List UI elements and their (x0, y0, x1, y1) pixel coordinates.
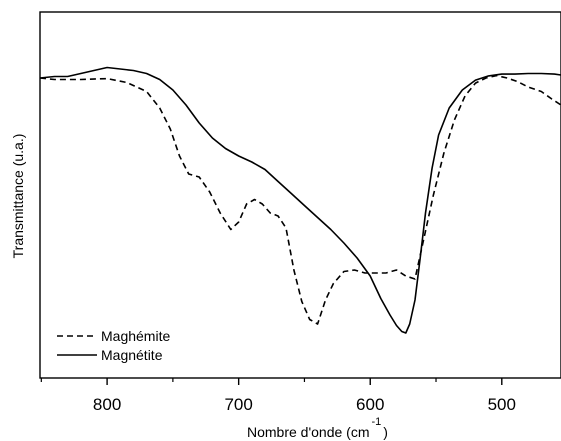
x-tick-label: 600 (356, 395, 384, 414)
legend-label-maghemite: Maghémite (101, 328, 170, 344)
x-axis-label-main: Nombre d'onde (cm (247, 424, 370, 440)
x-axis-label: Nombre d'onde (cm-1) (247, 416, 388, 440)
x-tick-label: 700 (224, 395, 252, 414)
plot-frame (39, 11, 561, 379)
series-line-magnetite (39, 66, 561, 334)
legend: Maghémite Magnétite (57, 328, 170, 363)
plot-area (39, 11, 561, 379)
x-axis-label-sup: -1 (372, 416, 382, 428)
series-line-maghemite (39, 74, 561, 325)
x-axis-ticks: 800 700 600 500 (40, 378, 516, 414)
y-axis-label: Transmittance (u.a.) (10, 134, 26, 259)
x-tick-label: 500 (488, 395, 516, 414)
x-tick-label: 800 (93, 395, 121, 414)
legend-label-magnetite: Magnétite (101, 347, 163, 363)
series-layer (39, 66, 561, 334)
x-axis-label-end: ) (383, 424, 388, 440)
